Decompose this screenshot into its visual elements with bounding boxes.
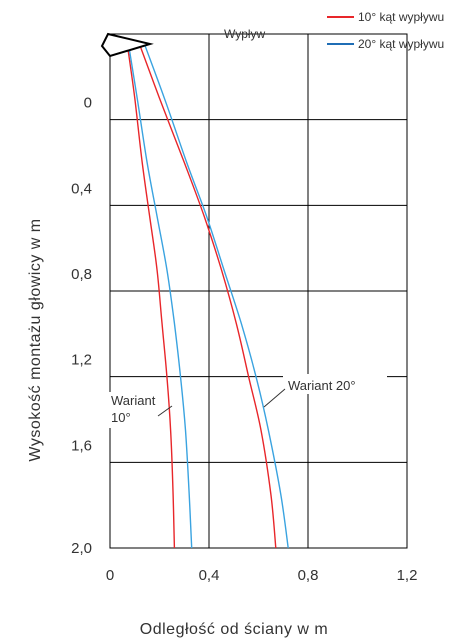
legend: 10° kąt wypływu 20° kąt wypływu <box>327 10 444 51</box>
y-tick-label: 0 <box>84 95 92 112</box>
legend-label-10: 10° kąt wypływu <box>358 10 444 24</box>
series-line-w10-0 <box>126 44 176 549</box>
tick-labels: 0 0,4 0,8 1,2 0 0,4 0,8 1,2 1,6 2,0 <box>71 95 417 584</box>
y-tick-label: 1,6 <box>71 437 92 454</box>
annotation-wariant-10-bg <box>108 392 158 428</box>
annotation-wariant-10-leader <box>157 405 173 417</box>
y-tick-label: 1,2 <box>71 352 92 369</box>
annotation-wariant-10-line1: Wariant <box>111 393 156 408</box>
legend-label-20: 20° kąt wypływu <box>358 37 444 51</box>
x-tick-label: 0,4 <box>199 567 220 584</box>
annotation-wariant-20: Wariant 20° <box>263 374 387 408</box>
x-tick-label: 0 <box>106 567 114 584</box>
outlet-label: Wypływ <box>224 27 266 41</box>
y-tick-label: 2,0 <box>71 540 92 557</box>
curves <box>126 44 289 549</box>
series-line-w20-3 <box>144 44 289 549</box>
x-axis-title: Odległość od ściany w m <box>140 621 328 638</box>
x-tick-label: 0,8 <box>298 567 319 584</box>
outlet-nozzle-icon <box>100 32 154 58</box>
annotation-wariant-10-line2: 10° <box>111 410 131 425</box>
y-tick-label: 0,8 <box>71 266 92 283</box>
annotation-wariant-20-bg <box>283 374 387 394</box>
y-axis-title: Wysokość montażu głowicy w m <box>27 218 44 461</box>
grid <box>109 33 408 549</box>
y-tick-label: 0,4 <box>71 180 92 197</box>
annotation-wariant-10: Wariant 10° <box>108 392 173 428</box>
annotation-wariant-20-leader <box>263 388 286 408</box>
annotation-wariant-20-text: Wariant 20° <box>288 378 356 393</box>
series-line-w10-1 <box>127 44 193 549</box>
series-line-w20-2 <box>139 44 277 549</box>
x-tick-label: 1,2 <box>397 567 418 584</box>
